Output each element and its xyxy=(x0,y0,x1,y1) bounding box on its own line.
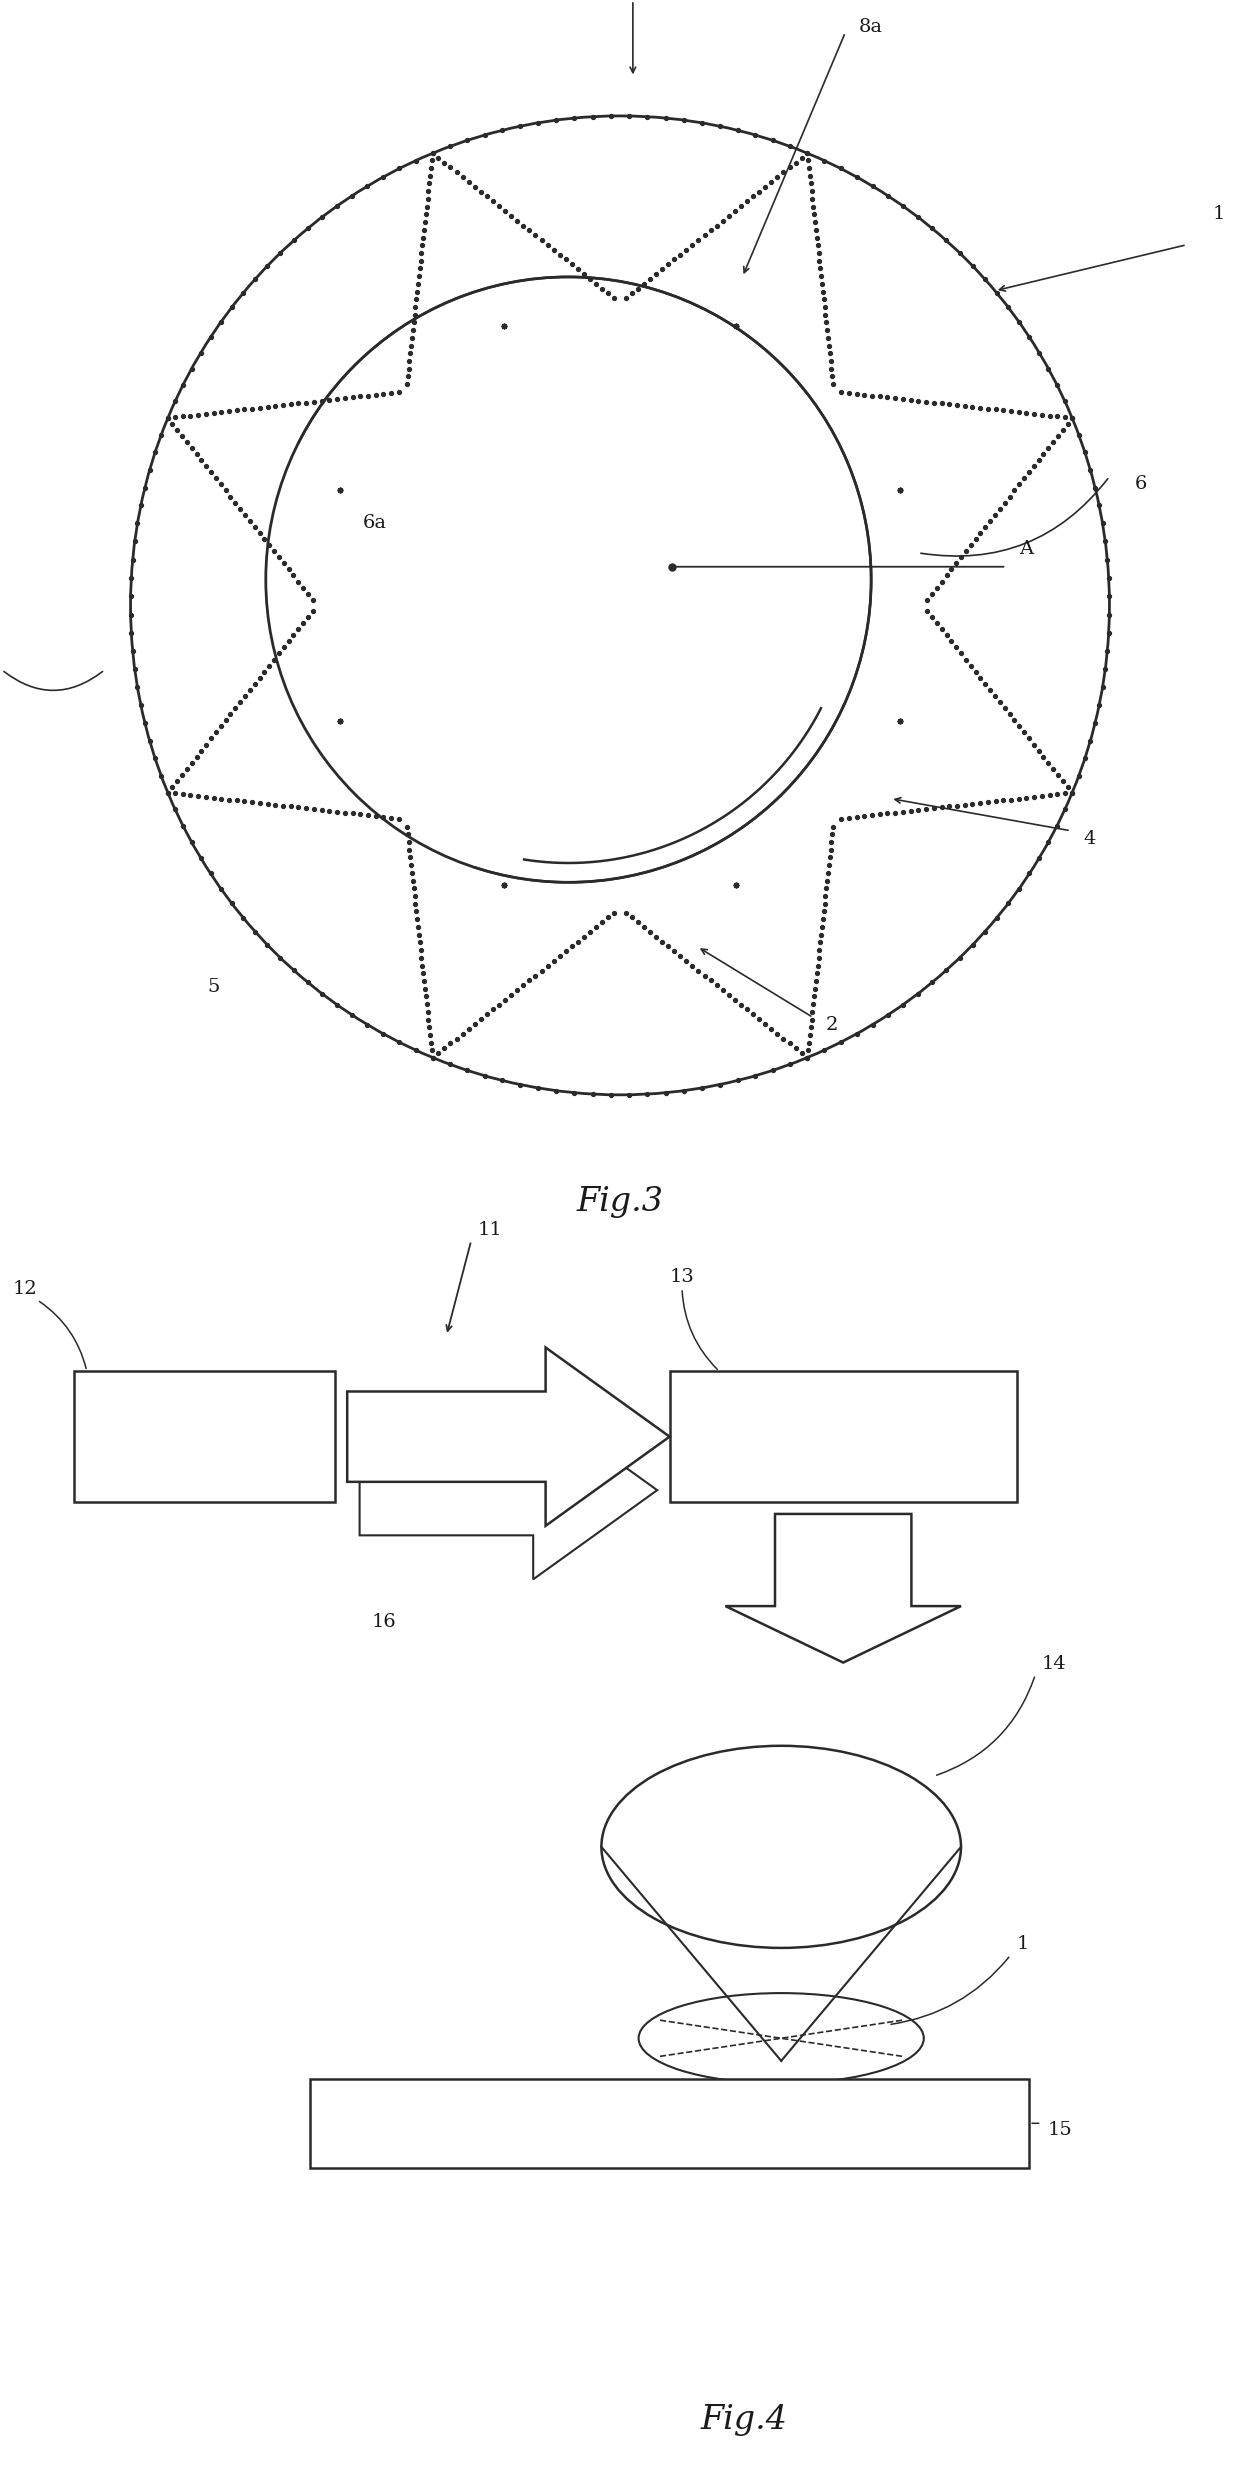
Bar xyxy=(310,2078,1029,2167)
Text: 8a: 8a xyxy=(858,17,883,37)
Bar xyxy=(74,1372,335,1501)
Text: 6a: 6a xyxy=(362,515,387,533)
Text: 11: 11 xyxy=(477,1221,502,1238)
Text: 2: 2 xyxy=(826,1016,838,1035)
Text: Fig.3: Fig.3 xyxy=(577,1186,663,1219)
Bar xyxy=(670,1372,1017,1501)
Text: 16: 16 xyxy=(372,1613,397,1630)
Text: 5: 5 xyxy=(208,978,221,996)
Text: 1: 1 xyxy=(1017,1935,1029,1952)
Text: 6: 6 xyxy=(1135,476,1147,493)
Text: Fig.4: Fig.4 xyxy=(701,2405,787,2437)
Text: 4: 4 xyxy=(1084,830,1096,847)
Polygon shape xyxy=(347,1347,670,1526)
Polygon shape xyxy=(725,1513,961,1662)
Text: 13: 13 xyxy=(670,1268,694,1286)
Text: 12: 12 xyxy=(12,1281,37,1298)
Polygon shape xyxy=(360,1402,657,1580)
Text: 15: 15 xyxy=(1048,2120,1073,2140)
Text: 1: 1 xyxy=(1213,206,1225,223)
Text: 14: 14 xyxy=(1042,1655,1066,1672)
Text: A: A xyxy=(1019,540,1033,557)
